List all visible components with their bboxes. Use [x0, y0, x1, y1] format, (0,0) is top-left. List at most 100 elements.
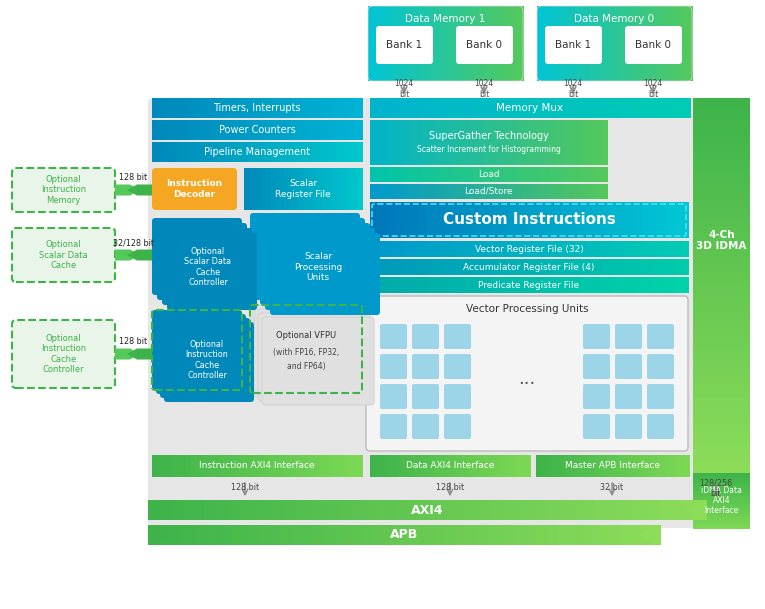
Bar [198, 455, 203, 477]
Bar [355, 168, 358, 210]
Bar [693, 368, 750, 376]
Bar [360, 500, 372, 520]
Bar [345, 98, 350, 118]
Bar [504, 98, 512, 118]
Bar [415, 259, 422, 275]
Bar [198, 98, 203, 118]
Bar [586, 259, 594, 275]
Bar [164, 142, 170, 162]
Bar [465, 525, 477, 545]
Bar [634, 455, 638, 477]
Text: Pipeline Management: Pipeline Management [204, 147, 310, 157]
Bar [693, 486, 750, 488]
Bar [693, 248, 750, 256]
Bar [517, 6, 521, 81]
Bar [662, 500, 673, 520]
Bar [637, 455, 641, 477]
Bar [555, 455, 558, 477]
Bar [396, 241, 402, 257]
Bar [257, 142, 262, 162]
Bar [550, 500, 562, 520]
Bar [171, 500, 182, 520]
Bar [623, 6, 628, 81]
Text: Power Counters: Power Counters [219, 125, 295, 135]
FancyArrow shape [115, 348, 140, 359]
Bar [693, 218, 750, 227]
Bar [370, 167, 376, 182]
Bar [693, 241, 750, 249]
Bar [693, 150, 750, 159]
Bar [517, 167, 522, 182]
Bar [590, 6, 594, 81]
Bar [220, 142, 224, 162]
Bar [320, 455, 325, 477]
Bar [493, 167, 499, 182]
Bar [194, 455, 199, 477]
Bar [249, 455, 254, 477]
Bar [434, 202, 441, 238]
Bar [574, 202, 581, 238]
Bar [375, 120, 380, 165]
Bar [451, 184, 456, 199]
Bar [631, 455, 635, 477]
Bar [536, 202, 542, 238]
Bar [152, 98, 157, 118]
Bar [599, 202, 606, 238]
Text: AXI4: AXI4 [411, 504, 443, 516]
Bar [460, 184, 466, 199]
Bar [497, 259, 504, 275]
Bar [616, 455, 620, 477]
Bar [516, 241, 523, 257]
Bar [569, 184, 575, 199]
Bar [578, 167, 584, 182]
Bar [693, 166, 750, 174]
Bar [382, 202, 390, 238]
Bar [252, 455, 258, 477]
Bar [316, 98, 321, 118]
Bar [459, 259, 466, 275]
Bar [469, 455, 474, 477]
Bar [483, 184, 490, 199]
Bar [408, 184, 413, 199]
Bar [522, 241, 530, 257]
Bar [693, 502, 750, 505]
Bar [431, 120, 437, 165]
Bar [693, 490, 750, 491]
Bar [226, 500, 238, 520]
Bar [652, 6, 656, 81]
Bar [261, 525, 272, 545]
Bar [211, 142, 216, 162]
Bar [649, 6, 653, 81]
Bar [536, 167, 542, 182]
Bar [158, 525, 169, 545]
Bar [522, 184, 527, 199]
FancyArrow shape [127, 250, 152, 261]
Bar [510, 259, 517, 275]
Bar [336, 168, 339, 210]
Bar [588, 98, 595, 118]
Bar [503, 277, 511, 293]
Bar [548, 525, 558, 545]
Bar [370, 455, 374, 477]
Bar [405, 6, 409, 81]
Bar [236, 455, 241, 477]
Bar [402, 241, 409, 257]
Bar [550, 167, 555, 182]
FancyBboxPatch shape [412, 384, 439, 409]
FancyBboxPatch shape [647, 354, 674, 379]
Bar [593, 241, 600, 257]
Bar [505, 500, 517, 520]
Bar [693, 270, 750, 279]
Bar [560, 167, 565, 182]
Bar [396, 277, 402, 293]
Bar [541, 120, 546, 165]
Bar [396, 259, 402, 275]
Bar [164, 98, 170, 118]
Bar [389, 455, 393, 477]
Bar [607, 98, 614, 118]
Bar [693, 474, 750, 476]
Bar [315, 168, 318, 210]
FancyBboxPatch shape [255, 218, 365, 300]
Bar [693, 300, 750, 309]
Bar [520, 6, 524, 81]
